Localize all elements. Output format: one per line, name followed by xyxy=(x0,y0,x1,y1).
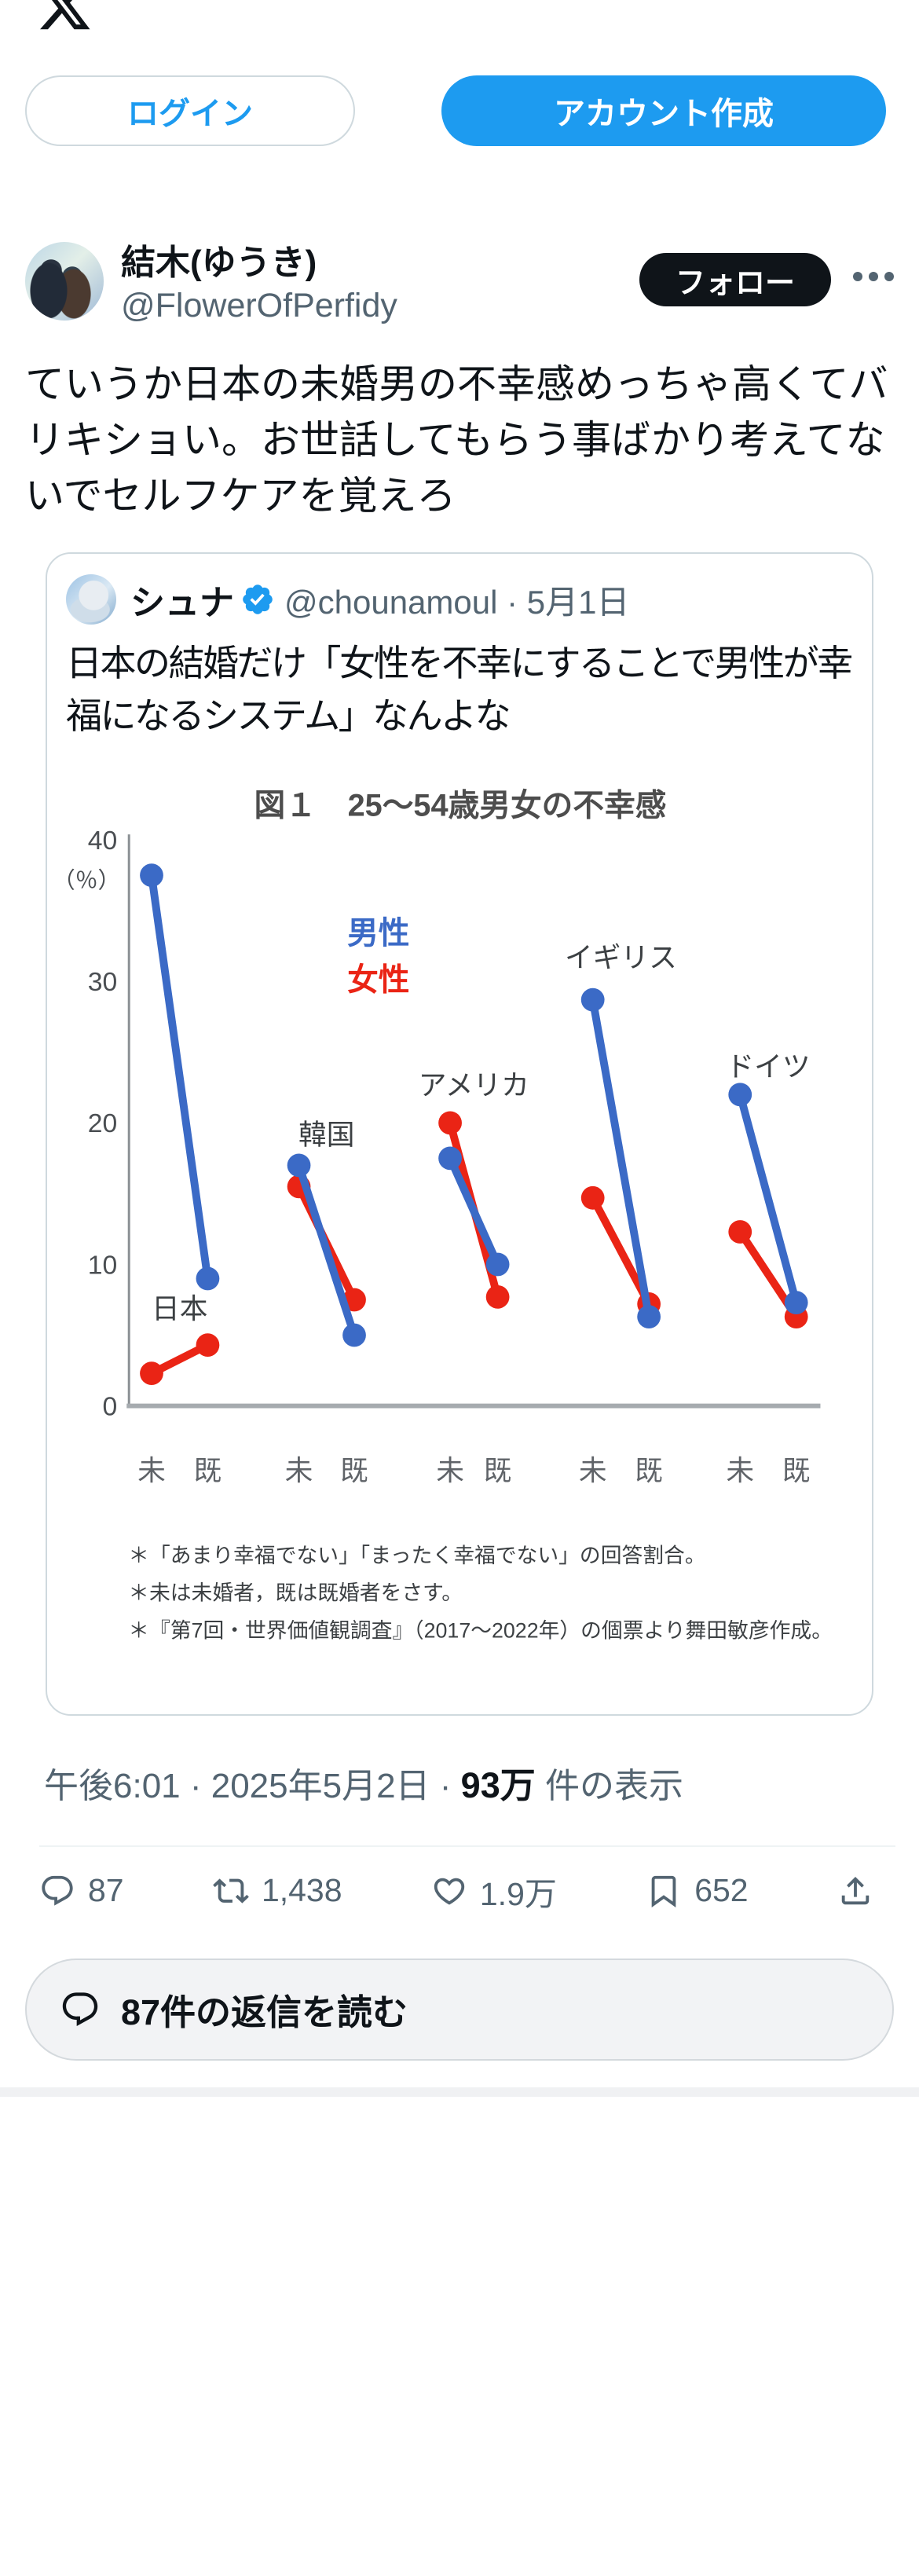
action-bar: 87 1,438 1.9万 652 xyxy=(0,1847,919,1915)
svg-text:10: 10 xyxy=(88,1250,118,1280)
svg-text:既: 既 xyxy=(194,1455,222,1486)
svg-text:30: 30 xyxy=(88,967,118,997)
repost-button[interactable]: 1,438 xyxy=(213,1872,342,1909)
svg-text:イギリス: イギリス xyxy=(565,942,677,973)
quote-header: シュナ @chounamoul · 5月1日 xyxy=(47,554,872,625)
tweet: 結木(ゆうき) @FlowerOfPerfidy フォロー ていうか日本の未婚男… xyxy=(0,242,919,2061)
svg-text:（％）: （％） xyxy=(53,869,120,894)
quoted-tweet[interactable]: シュナ @chounamoul · 5月1日 日本の結婚だけ「女性を不幸にするこ… xyxy=(46,552,873,1716)
svg-text:20: 20 xyxy=(88,1108,118,1138)
repost-count: 1,438 xyxy=(261,1872,342,1909)
views-count: 93万 xyxy=(460,1764,536,1805)
top-bar: ログイン アカウント作成 xyxy=(0,0,919,146)
svg-text:ドイツ: ドイツ xyxy=(726,1051,810,1083)
svg-text:アメリカ: アメリカ xyxy=(419,1069,529,1101)
bookmark-button[interactable]: 652 xyxy=(646,1872,749,1909)
quote-meta: @chounamoul · 5月1日 xyxy=(284,583,630,621)
share-button[interactable] xyxy=(837,1873,873,1909)
share-icon xyxy=(841,1876,870,1904)
svg-text:＊『第7回・世界価値観調査』（2017〜2022年）の個票よ: ＊『第7回・世界価値観調査』（2017〜2022年）の個票より舞田敏彦作成。 xyxy=(128,1618,833,1642)
reply-count: 87 xyxy=(88,1872,124,1909)
svg-text:未: 未 xyxy=(285,1455,313,1486)
like-count: 1.9万 xyxy=(479,1875,557,1912)
svg-text:未: 未 xyxy=(726,1455,754,1486)
divider xyxy=(39,1845,895,1847)
svg-text:未: 未 xyxy=(436,1455,464,1486)
svg-text:＊「あまり幸福でない」「まったく幸福でない」の回答割合。: ＊「あまり幸福でない」「まったく幸福でない」の回答割合。 xyxy=(128,1544,705,1567)
tweet-header: 結木(ゆうき) @FlowerOfPerfidy フォロー xyxy=(25,242,895,327)
display-name[interactable]: 結木(ゆうき) xyxy=(121,244,317,282)
user-names: 結木(ゆうき) @FlowerOfPerfidy xyxy=(121,242,639,327)
avatar[interactable] xyxy=(25,242,104,321)
svg-text:既: 既 xyxy=(782,1455,811,1486)
section-divider xyxy=(0,2087,919,2097)
svg-text:未: 未 xyxy=(579,1455,607,1486)
heart-icon xyxy=(434,1878,465,1905)
reply-bubble-icon xyxy=(42,1875,73,1906)
reply-button[interactable]: 87 xyxy=(39,1872,124,1909)
more-options-icon[interactable] xyxy=(851,270,895,283)
timestamp-row: 午後6:01 · 2025年5月2日 · 93万 件の表示 xyxy=(44,1757,894,1808)
svg-text:40: 40 xyxy=(88,826,118,856)
svg-text:＊未は未婚者，既は既婚者をさす。: ＊未は未婚者，既は既婚者をさす。 xyxy=(128,1581,463,1605)
svg-text:図１ 25〜54歳男女の不幸感: 図１ 25〜54歳男女の不幸感 xyxy=(254,788,667,823)
reply-bubble-icon xyxy=(62,1992,98,2026)
repost-icon xyxy=(213,1878,249,1904)
svg-text:日本: 日本 xyxy=(152,1293,207,1325)
svg-text:既: 既 xyxy=(340,1455,368,1486)
signup-button[interactable]: アカウント作成 xyxy=(441,75,886,146)
timestamp: 午後6:01 · 2025年5月2日 · xyxy=(44,1766,461,1805)
quote-text: 日本の結婚だけ「女性を不幸にすることで男性が幸福になるシステム」なんよな xyxy=(66,643,853,736)
follow-button[interactable]: フォロー xyxy=(639,253,831,306)
like-button[interactable]: 1.9万 xyxy=(431,1867,557,1915)
x-logo-icon[interactable] xyxy=(0,0,919,36)
svg-text:未: 未 xyxy=(137,1455,166,1486)
user-handle: @FlowerOfPerfidy xyxy=(121,287,397,324)
tweet-text: ていうか日本の未婚男の不幸感めっちゃ高くてバリキショい。お世話してもらう事ばかり… xyxy=(25,362,888,518)
svg-text:韓国: 韓国 xyxy=(298,1119,354,1150)
svg-text:既: 既 xyxy=(484,1455,512,1486)
read-replies-button[interactable]: 87件の返信を読む xyxy=(25,1958,894,2061)
quote-display-name: シュナ xyxy=(130,584,234,622)
views-suffix: 件の表示 xyxy=(535,1766,683,1805)
svg-text:男性: 男性 xyxy=(347,916,409,951)
bookmark-icon xyxy=(651,1875,676,1907)
bookmark-count: 652 xyxy=(694,1872,749,1909)
read-replies-label: 87件の返信を読む xyxy=(121,1992,408,2033)
login-button[interactable]: ログイン xyxy=(25,75,355,146)
svg-text:0: 0 xyxy=(103,1391,118,1421)
svg-text:女性: 女性 xyxy=(347,963,409,998)
svg-text:既: 既 xyxy=(635,1455,663,1486)
quote-avatar xyxy=(66,574,116,625)
verified-badge-icon xyxy=(243,584,273,614)
auth-buttons-row: ログイン アカウント作成 xyxy=(0,75,919,146)
